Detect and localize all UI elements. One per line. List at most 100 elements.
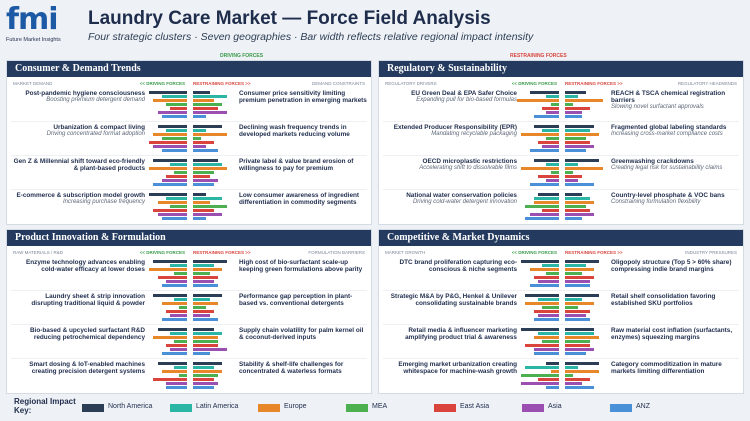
impact-bar: [170, 314, 187, 317]
impact-bar: [565, 348, 595, 351]
impact-bar: [565, 362, 599, 365]
quadrant: Competitive & Market Dynamics MARKET GROW…: [378, 229, 744, 394]
impact-bar: [193, 167, 227, 170]
impact-bar: [565, 193, 582, 196]
restraint-header: RESTRAINING FORCES >>: [565, 250, 623, 255]
legend-label: MEA: [372, 403, 388, 410]
driver-header: << DRIVING FORCES: [139, 250, 185, 255]
row-separator: [383, 324, 739, 325]
impact-bar: [565, 318, 591, 321]
factor-text: Enzyme technology advances enabling cold…: [13, 259, 145, 273]
driver-header: << DRIVING FORCES: [511, 81, 557, 86]
factor-title: Smart dosing & IoT-enabled machines crea…: [29, 361, 145, 376]
logo-caption: Future Market Insights: [6, 37, 61, 43]
impact-bar: [193, 171, 214, 174]
impact-bar: [529, 91, 559, 94]
impact-bar: [521, 133, 559, 136]
impact-bar: [565, 314, 586, 317]
factor-note: Constraining formulation flexibility: [611, 199, 701, 206]
impact-bar: [565, 310, 591, 313]
legend-swatch: [346, 404, 368, 412]
impact-bar: [161, 284, 187, 287]
factor-note: Driving concentrated format adoption: [46, 131, 145, 138]
factor-title: OECD microplastic restrictions: [422, 158, 517, 165]
impact-bar: [161, 302, 187, 305]
impact-bar: [565, 378, 591, 381]
impact-bar: [521, 260, 559, 263]
impact-bar: [193, 340, 219, 343]
row-separator: [383, 290, 739, 291]
factor-text: Retail shelf consolidation favoring esta…: [611, 293, 739, 307]
impact-bar: [565, 306, 578, 309]
factor-title: REACH & TSCA chemical registration barri…: [611, 90, 726, 105]
impact-bar: [193, 201, 210, 204]
factor-text: Extended Producer Responsibility (EPR) Ma…: [385, 124, 517, 138]
impact-bar: [546, 386, 559, 389]
factor-title: Raw material cost inflation (surfactants…: [611, 327, 733, 342]
impact-bar: [565, 264, 586, 267]
impact-bar: [166, 310, 187, 313]
legend-label: Europe: [284, 403, 307, 410]
factor-text: E-commerce & subscription model growth In…: [13, 192, 145, 206]
row-separator: [11, 358, 367, 359]
impact-bar: [525, 302, 559, 305]
restraining-label: RESTRAINING FORCES: [510, 53, 567, 59]
impact-bar: [193, 374, 219, 377]
impact-bar: [565, 95, 578, 98]
impact-bar: [565, 141, 591, 144]
impact-bar: [565, 260, 599, 263]
restraint-header: RESTRAINING FORCES >>: [193, 250, 251, 255]
impact-bar: [193, 145, 206, 148]
legend-title: Regional Impact Key:: [14, 397, 76, 415]
impact-bar: [170, 348, 187, 351]
impact-bar: [525, 205, 559, 208]
impact-bar: [565, 99, 603, 102]
factor-title: Stability & shelf-life challenges for co…: [239, 361, 344, 376]
impact-bar: [193, 302, 219, 305]
impact-bar: [550, 103, 559, 106]
impact-bar: [529, 183, 559, 186]
impact-bar: [521, 167, 559, 170]
impact-bar: [166, 103, 187, 106]
impact-bar: [153, 145, 187, 148]
factor-text: OECD microplastic restrictions Accelerati…: [385, 158, 517, 172]
impact-bar: [565, 336, 599, 339]
impact-bar: [565, 175, 582, 178]
factor-title: Consumer price sensitivity limiting prem…: [239, 90, 367, 105]
legend-label: North America: [108, 403, 153, 410]
factor-text: Fragmented global labeling standards Incr…: [611, 124, 739, 138]
impact-bar: [193, 260, 227, 263]
impact-bar: [174, 298, 187, 301]
impact-bar: [161, 137, 187, 140]
impact-bar: [193, 115, 206, 118]
factor-text: REACH & TSCA chemical registration barri…: [611, 90, 739, 111]
impact-bar: [153, 294, 187, 297]
impact-bar: [565, 213, 595, 216]
factor-title: E-commerce & subscription model growth: [16, 192, 145, 199]
impact-bar: [149, 91, 187, 94]
impact-bar: [153, 183, 187, 186]
factor-text: Consumer price sensitivity limiting prem…: [239, 90, 367, 104]
impact-bar: [149, 268, 187, 271]
impact-bar: [550, 370, 559, 373]
impact-bar: [538, 378, 559, 381]
quadrant-title: Competitive & Market Dynamics: [387, 232, 530, 243]
factor-text: DTC brand proliferation capturing eco-co…: [385, 259, 517, 273]
impact-bar: [565, 125, 595, 128]
impact-bar: [565, 145, 595, 148]
impact-bar: [193, 352, 210, 355]
row-separator: [11, 189, 367, 190]
impact-bar: [153, 133, 187, 136]
factor-title: EU Green Deal & EPA Safer Choice: [411, 90, 517, 97]
impact-bar: [193, 386, 214, 389]
factor-text: Strategic M&A by P&G, Henkel & Unilever …: [385, 293, 517, 307]
impact-bar: [157, 111, 187, 114]
impact-bar: [565, 107, 591, 110]
impact-bar: [193, 137, 202, 140]
impact-bar: [193, 217, 206, 220]
impact-bar: [565, 272, 582, 275]
impact-bar: [193, 213, 223, 216]
impact-bar: [533, 336, 559, 339]
impact-bar: [193, 366, 214, 369]
impact-bar: [533, 318, 559, 321]
